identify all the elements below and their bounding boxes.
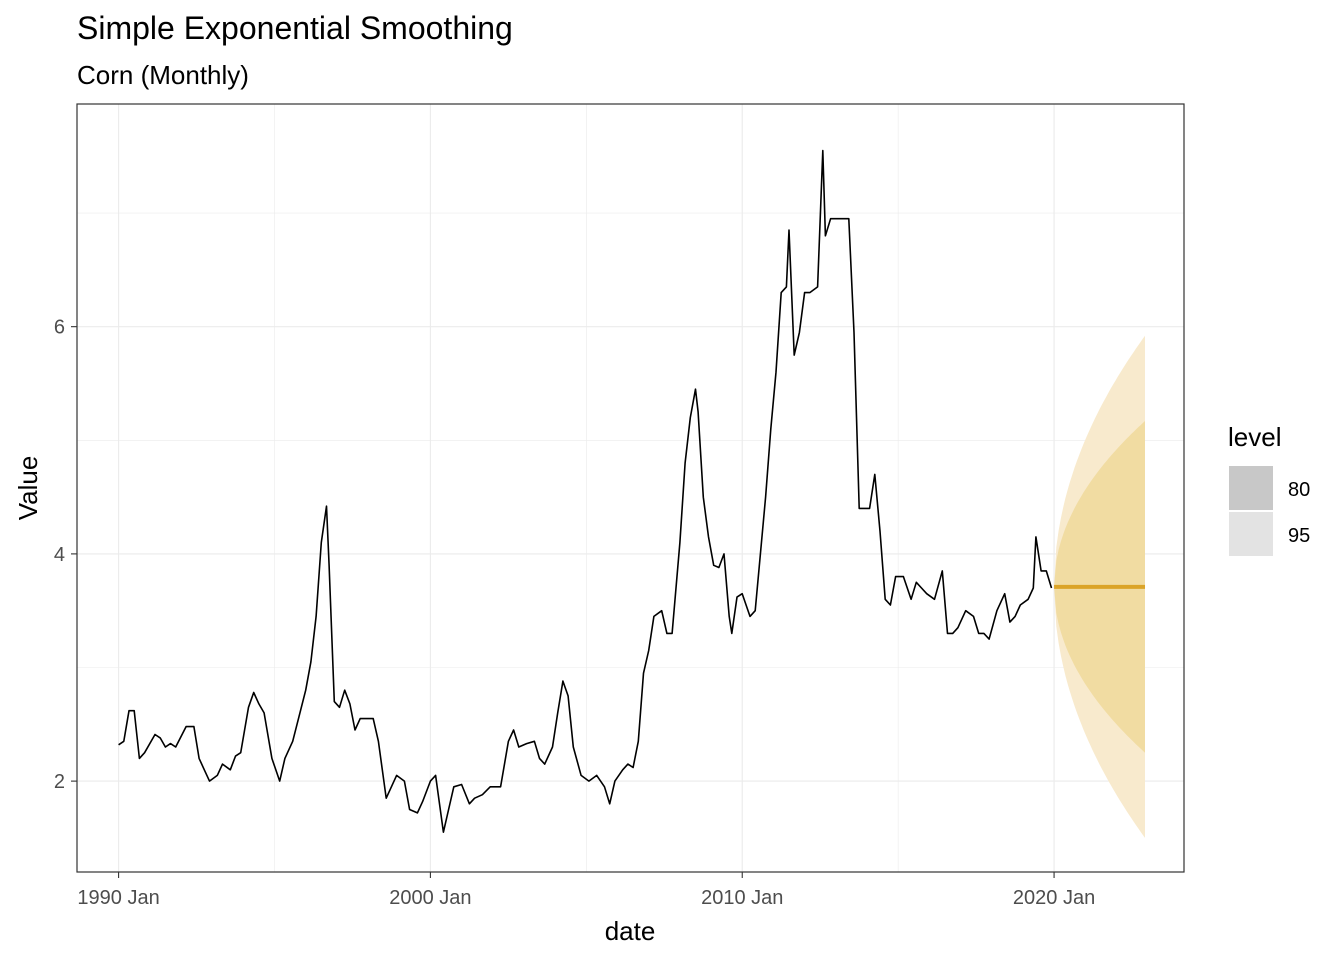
series-layer	[118, 149, 1053, 834]
grid-layer	[77, 104, 1184, 872]
y-tick-label: 2	[54, 771, 65, 793]
legend-key-95	[1229, 512, 1273, 556]
x-axis-title: date	[605, 916, 656, 946]
y-axis-title: Value	[13, 456, 43, 521]
chart-title: Simple Exponential Smoothing	[77, 10, 513, 46]
legend: level 80 95	[1228, 422, 1310, 556]
legend-label-95: 95	[1288, 525, 1310, 547]
legend-title: level	[1228, 422, 1281, 452]
x-tick-label: 1990 Jan	[77, 887, 159, 909]
legend-label-80: 80	[1288, 479, 1310, 501]
y-tick-label: 4	[54, 544, 65, 566]
x-tick-label: 2010 Jan	[701, 887, 783, 909]
x-tick-label: 2020 Jan	[1013, 887, 1095, 909]
legend-key-80	[1229, 466, 1273, 510]
axis-ticks: 1990 Jan 2000 Jan 2010 Jan 2020 Jan 2 4 6	[54, 317, 1095, 909]
y-tick-label: 6	[54, 317, 65, 339]
chart-subtitle: Corn (Monthly)	[77, 60, 249, 90]
panel-border	[76, 103, 1185, 873]
forecast-band-layer	[1054, 335, 1146, 838]
x-tick-label: 2000 Jan	[389, 887, 471, 909]
series-line	[118, 149, 1053, 834]
